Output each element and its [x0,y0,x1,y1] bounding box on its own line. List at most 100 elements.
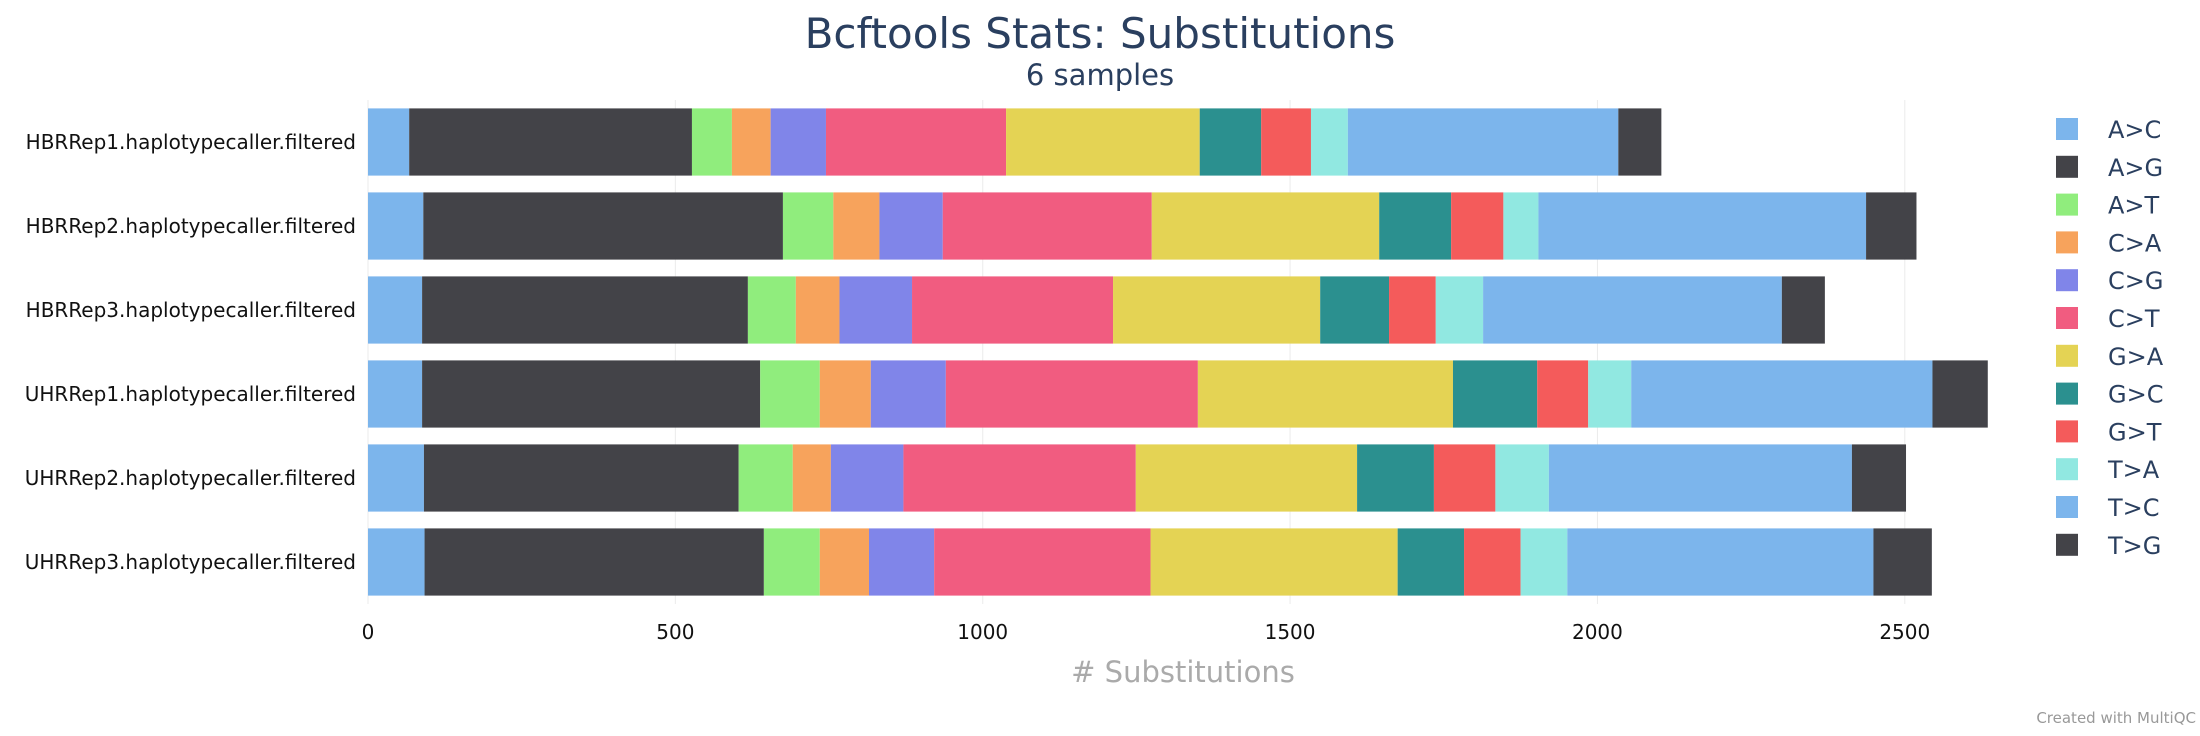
bar-segment-a-to-t[interactable] [763,528,820,596]
legend-item-a-to-g[interactable]: A>G [2056,154,2163,182]
bar-segment-a-to-c[interactable] [368,528,425,596]
bar-segment-c-to-t[interactable] [945,360,1198,428]
bar-segment-t-to-g[interactable] [1932,360,1988,428]
bar-segment-g-to-t[interactable] [1451,192,1504,260]
bar-segment-c-to-t[interactable] [825,108,1007,176]
bar-segment-g-to-a[interactable] [1113,276,1321,344]
bar-segment-a-to-g[interactable] [422,276,748,344]
bar-segment-c-to-g[interactable] [839,276,913,344]
bar-segment-t-to-a[interactable] [1588,360,1632,428]
bar-segment-c-to-g[interactable] [868,528,935,596]
y-tick-label: HBRRep2.haplotypecaller.filtered [26,214,356,238]
bar-segment-c-to-g[interactable] [770,108,826,176]
bar-segment-c-to-t[interactable] [934,528,1151,596]
y-axis-labels: HBRRep1.haplotypecaller.filtered HBRRep2.… [25,130,356,574]
legend-item-g-to-c[interactable]: G>C [2056,381,2163,409]
bar-segment-g-to-t[interactable] [1261,108,1311,176]
bar-segment-a-to-g[interactable] [424,528,764,596]
legend-item-c-to-a[interactable]: C>A [2056,229,2162,257]
bar-segment-g-to-a[interactable] [1150,528,1398,596]
legend-label: G>T [2108,418,2162,446]
x-axis-title: # Substitutions [1071,655,1295,689]
legend-label: C>T [2108,305,2160,333]
y-tick-label: UHRRep2.haplotypecaller.filtered [25,466,356,490]
bar-segment-a-to-g[interactable] [422,360,761,428]
legend-item-t-to-a[interactable]: T>A [2056,456,2160,484]
bar-segment-t-to-g[interactable] [1618,108,1662,176]
bar-segment-c-to-a[interactable] [731,108,771,176]
bar-segment-t-to-g[interactable] [1866,192,1917,260]
bar-segment-c-to-g[interactable] [830,444,904,512]
legend-item-a-to-c[interactable]: A>C [2056,116,2161,144]
bar-segment-g-to-a[interactable] [1006,108,1200,176]
bar-segment-t-to-g[interactable] [1873,528,1932,596]
bar-segment-g-to-a[interactable] [1197,360,1453,428]
bar-segment-g-to-t[interactable] [1537,360,1589,428]
bar-segment-c-to-a[interactable] [819,360,871,428]
bar-segment-a-to-t[interactable] [691,108,732,176]
bar-segment-g-to-t[interactable] [1389,276,1436,344]
bar-segment-g-to-c[interactable] [1199,108,1262,176]
bar-segment-t-to-c[interactable] [1548,444,1852,512]
bar-segment-t-to-a[interactable] [1435,276,1484,344]
bar-segment-c-to-a[interactable] [833,192,880,260]
bar-segment-g-to-a[interactable] [1151,192,1380,260]
y-tick-label: UHRRep1.haplotypecaller.filtered [25,382,356,406]
bar-segment-g-to-c[interactable] [1357,444,1434,512]
bar-segment-c-to-g[interactable] [879,192,943,260]
bar-segment-a-to-c[interactable] [368,444,424,512]
bar-segment-c-to-t[interactable] [942,192,1152,260]
legend-item-c-to-t[interactable]: C>T [2056,305,2160,333]
bar-segment-a-to-c[interactable] [368,276,423,344]
bar-segment-a-to-g[interactable] [423,444,739,512]
bar-segment-c-to-a[interactable] [792,444,831,512]
bar-segment-a-to-t[interactable] [738,444,793,512]
bar-segment-a-to-g[interactable] [423,192,783,260]
bar-segment-g-to-c[interactable] [1320,276,1390,344]
bar-segment-t-to-g[interactable] [1851,444,1907,512]
bar-segment-t-to-a[interactable] [1503,192,1539,260]
legend-item-a-to-t[interactable]: A>T [2056,192,2160,220]
bar-segment-a-to-t[interactable] [760,360,820,428]
bar-segment-g-to-c[interactable] [1397,528,1465,596]
bar-segment-t-to-a[interactable] [1495,444,1549,512]
legend-swatch [2056,118,2078,140]
bar-segment-t-to-c[interactable] [1538,192,1867,260]
legend-item-c-to-g[interactable]: C>G [2056,267,2163,295]
bar-segment-c-to-a[interactable] [819,528,869,596]
legend-label: G>C [2108,381,2163,409]
bar-segment-a-to-c[interactable] [368,108,410,176]
y-tick-label: HBRRep1.haplotypecaller.filtered [26,130,356,154]
x-tick-label: 1000 [957,620,1008,644]
bar-segment-c-to-a[interactable] [795,276,840,344]
bar-segment-t-to-g[interactable] [1781,276,1825,344]
bar-segment-t-to-c[interactable] [1567,528,1874,596]
bar-segment-c-to-t[interactable] [903,444,1136,512]
bar-segment-t-to-a[interactable] [1520,528,1568,596]
legend-item-g-to-a[interactable]: G>A [2056,343,2164,371]
bar-segment-g-to-c[interactable] [1379,192,1452,260]
legend-item-t-to-c[interactable]: T>C [2056,494,2160,522]
bar-segment-t-to-a[interactable] [1310,108,1348,176]
bar-segment-a-to-c[interactable] [368,360,423,428]
legend-swatch [2056,193,2078,216]
bar-segment-a-to-g[interactable] [409,108,692,176]
bar-segment-a-to-t[interactable] [747,276,796,344]
bar-segment-g-to-c[interactable] [1452,360,1538,428]
bar-segment-c-to-g[interactable] [870,360,946,428]
bar-segment-t-to-c[interactable] [1631,360,1933,428]
legend-swatch [2056,382,2078,405]
bar-segment-g-to-a[interactable] [1135,444,1358,512]
bar-segment-t-to-c[interactable] [1483,276,1782,344]
bar-segment-c-to-t[interactable] [912,276,1114,344]
legend-item-t-to-g[interactable]: T>G [2056,532,2161,560]
legend-item-g-to-t[interactable]: G>T [2056,418,2162,446]
legend-label: G>A [2108,343,2164,371]
bar-segment-g-to-t[interactable] [1433,444,1496,512]
bar-segment-a-to-c[interactable] [368,192,424,260]
bar-segment-g-to-t[interactable] [1464,528,1521,596]
y-tick-label: HBRRep3.haplotypecaller.filtered [26,298,356,322]
legend-label: A>C [2108,116,2161,144]
bar-segment-a-to-t[interactable] [782,192,834,260]
bar-segment-t-to-c[interactable] [1347,108,1619,176]
